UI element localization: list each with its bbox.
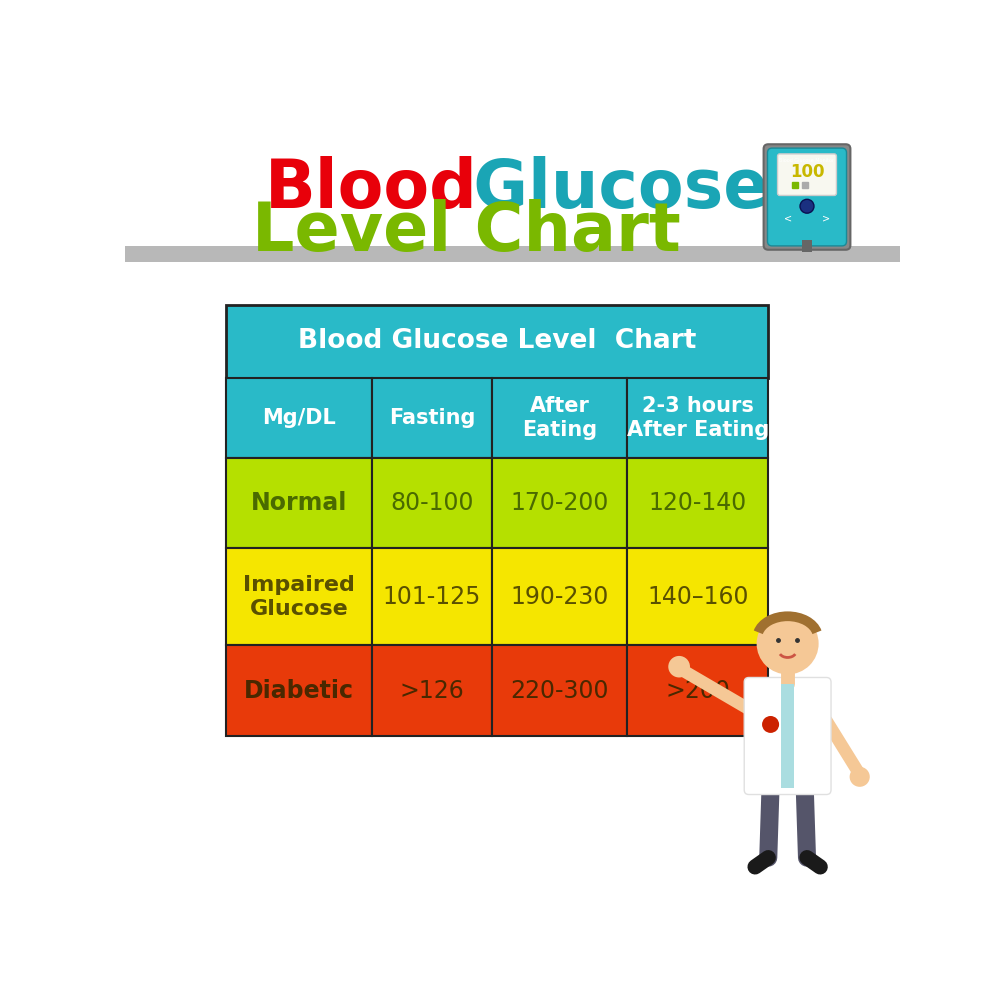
Text: 101-125: 101-125: [383, 585, 481, 609]
Circle shape: [800, 199, 814, 213]
Circle shape: [762, 716, 779, 733]
FancyBboxPatch shape: [226, 458, 372, 548]
Text: After
Eating: After Eating: [522, 396, 597, 440]
FancyBboxPatch shape: [767, 148, 847, 246]
FancyBboxPatch shape: [492, 378, 627, 458]
FancyBboxPatch shape: [372, 458, 492, 548]
Circle shape: [757, 613, 819, 674]
Text: >: >: [822, 214, 830, 224]
FancyBboxPatch shape: [627, 458, 768, 548]
Text: 140–160: 140–160: [647, 585, 748, 609]
Text: 80-100: 80-100: [390, 491, 474, 515]
Text: >126: >126: [400, 679, 464, 703]
Text: 220-300: 220-300: [510, 679, 609, 703]
FancyBboxPatch shape: [781, 684, 794, 788]
Text: Blood: Blood: [264, 156, 477, 222]
Text: 190-230: 190-230: [510, 585, 609, 609]
FancyBboxPatch shape: [226, 378, 372, 458]
Text: 100: 100: [790, 163, 824, 181]
FancyBboxPatch shape: [627, 378, 768, 458]
FancyBboxPatch shape: [778, 154, 836, 195]
Text: Normal: Normal: [251, 491, 347, 515]
FancyBboxPatch shape: [764, 144, 850, 250]
FancyBboxPatch shape: [372, 548, 492, 645]
FancyBboxPatch shape: [226, 645, 372, 736]
FancyBboxPatch shape: [372, 378, 492, 458]
FancyBboxPatch shape: [372, 645, 492, 736]
FancyBboxPatch shape: [492, 548, 627, 645]
Text: Mg/DL: Mg/DL: [262, 408, 336, 428]
Circle shape: [668, 656, 690, 677]
Text: 120-140: 120-140: [649, 491, 747, 515]
FancyBboxPatch shape: [125, 246, 900, 262]
FancyBboxPatch shape: [226, 548, 372, 645]
Text: 2-3 hours
After Eating: 2-3 hours After Eating: [627, 396, 769, 440]
Text: >200: >200: [665, 679, 730, 703]
Text: Fasting: Fasting: [389, 408, 475, 428]
FancyBboxPatch shape: [802, 240, 812, 252]
FancyBboxPatch shape: [744, 677, 831, 795]
FancyBboxPatch shape: [492, 645, 627, 736]
Text: Diabetic: Diabetic: [244, 679, 354, 703]
Text: <: <: [784, 214, 792, 224]
Text: Blood Glucose Level  Chart: Blood Glucose Level Chart: [298, 328, 696, 354]
FancyBboxPatch shape: [492, 458, 627, 548]
Text: 170-200: 170-200: [510, 491, 609, 515]
Circle shape: [850, 767, 870, 787]
Text: Blood Glucose Monitor: Blood Glucose Monitor: [779, 158, 835, 163]
FancyBboxPatch shape: [226, 305, 768, 378]
Text: Impaired
Glucose: Impaired Glucose: [243, 575, 355, 619]
Text: Level Chart: Level Chart: [252, 199, 680, 265]
Text: Glucose: Glucose: [450, 156, 769, 222]
FancyBboxPatch shape: [627, 645, 768, 736]
FancyBboxPatch shape: [627, 548, 768, 645]
